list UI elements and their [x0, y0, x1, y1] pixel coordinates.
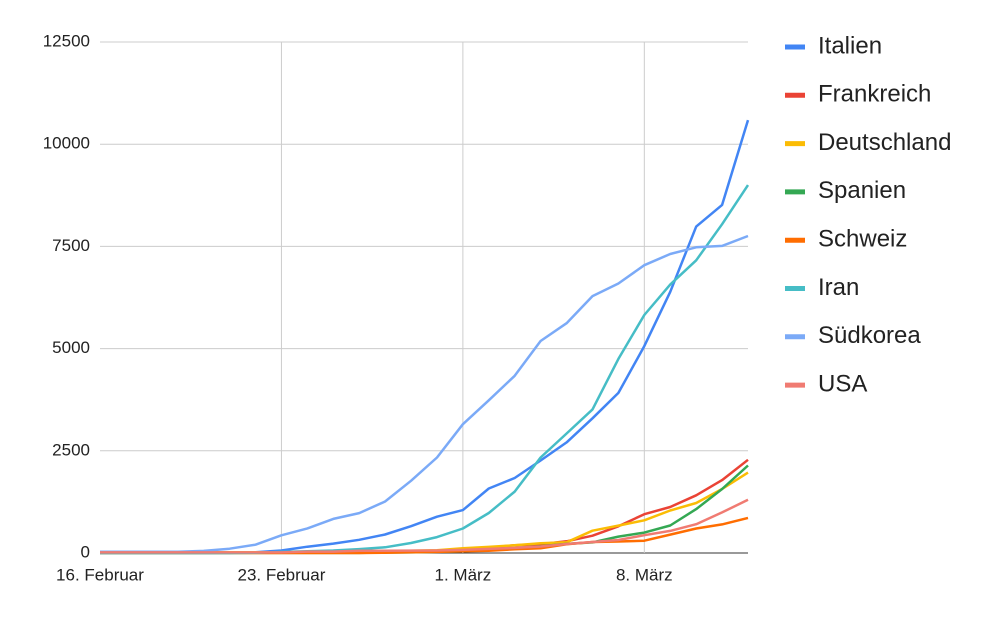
x-tick-label: 16. Februar	[56, 565, 144, 584]
legend-label: Iran	[818, 274, 859, 301]
legend-label: Schweiz	[818, 226, 907, 253]
x-tick-label: 23. Februar	[237, 565, 325, 584]
series-line	[100, 498, 749, 554]
y-tick-label: 12500	[43, 31, 90, 50]
y-tick-label: 7500	[52, 236, 90, 255]
y-tick-label: 10000	[43, 134, 90, 153]
x-tick-label: 8. März	[616, 565, 673, 584]
x-tick-label: 1. März	[435, 565, 492, 584]
legend-label: Spanien	[818, 177, 906, 204]
y-tick-label: 0	[81, 542, 90, 561]
legend-label: USA	[818, 370, 867, 397]
legend-label: Deutschland	[818, 129, 951, 156]
series-line	[100, 516, 749, 555]
series-line	[100, 184, 750, 555]
legend-label: Südkorea	[818, 322, 921, 349]
legend-label: Italien	[818, 32, 882, 59]
series-line	[100, 119, 750, 555]
legend-label: Frankreich	[818, 81, 931, 108]
y-tick-label: 2500	[52, 440, 90, 459]
series-line	[100, 234, 749, 554]
y-tick-label: 5000	[52, 338, 90, 357]
